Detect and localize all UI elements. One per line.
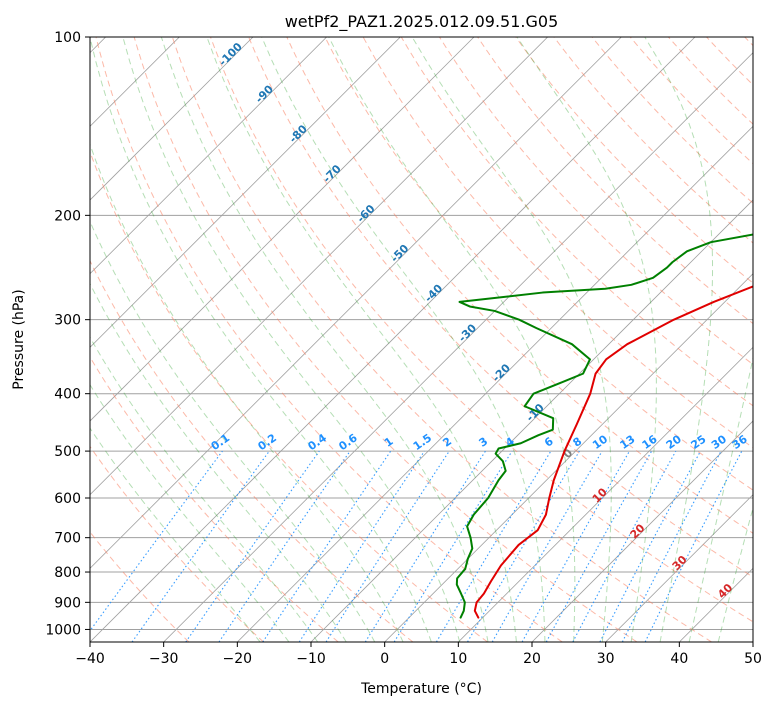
axis-ticks: −40 −30 −20 −10 0 10 20 30 40 50 100 200 300 400 500 60… xyxy=(45,30,762,667)
mixing-ratio-line xyxy=(545,450,653,642)
isotherm-line xyxy=(90,37,401,348)
y-tick-label: 1000 xyxy=(45,622,81,638)
x-tick-label: −10 xyxy=(296,651,326,667)
plot-area: 0.1 0.2 0.4 0.6 1 1.5 2 3 4 6 8 10 13 16 20 25 30 36-100-… xyxy=(90,37,753,642)
chart-title: wetPf2_PAZ1.2025.012.09.51.G05 xyxy=(285,12,559,32)
x-tick-label: 40 xyxy=(670,651,688,667)
isotherm-line xyxy=(163,52,753,642)
y-tick-label: 100 xyxy=(54,30,81,46)
moist-adiabat-line xyxy=(90,383,290,642)
moist-adiabat-line xyxy=(122,37,461,642)
dry-adiabat-line xyxy=(90,356,339,642)
y-tick-label: 800 xyxy=(54,565,81,581)
moist-adiabat-line xyxy=(717,506,753,642)
dry-adiabat-line xyxy=(210,37,753,623)
isotherm-line xyxy=(531,420,753,642)
dewpoint-profile-line xyxy=(455,233,753,619)
moist-adiabat-line xyxy=(90,336,319,642)
dry-adiabat-line xyxy=(95,37,563,642)
moist-adiabat-line xyxy=(90,282,347,642)
isotherm-line xyxy=(90,37,622,569)
dry-adiabat-line xyxy=(133,37,638,642)
x-tick-label: 50 xyxy=(744,651,762,667)
x-tick-label: −30 xyxy=(149,651,179,667)
y-tick-label: 200 xyxy=(54,208,81,224)
y-tick-label: 700 xyxy=(54,531,81,547)
moist-adiabat-line xyxy=(90,37,432,642)
x-axis-label: Temperature (°C) xyxy=(360,681,482,697)
moist-adiabat-line xyxy=(411,37,612,642)
mixing-ratio-line xyxy=(521,450,630,642)
x-tick-label: −20 xyxy=(223,651,253,667)
y-tick-label: 900 xyxy=(54,595,81,611)
moist-adiabat-line xyxy=(90,427,261,642)
mixing-ratio-line xyxy=(131,450,270,642)
mixing-ratio-line xyxy=(298,450,425,642)
temperature-profile-line xyxy=(473,285,753,619)
x-tick-label: 10 xyxy=(449,651,467,667)
moist-adiabat-line xyxy=(688,355,753,642)
mixing-ratio-line xyxy=(644,450,743,642)
plot-frame xyxy=(89,36,754,643)
y-tick-label: 600 xyxy=(54,491,81,507)
dry-adiabat-line xyxy=(324,37,753,491)
moist-adiabat-line xyxy=(90,142,404,642)
dry-adiabat-line xyxy=(90,259,414,642)
mixing-ratio-line xyxy=(572,450,677,642)
isotherm-line xyxy=(458,346,753,642)
isotherm-line xyxy=(384,273,753,642)
isotherm-line xyxy=(605,494,753,642)
moist-adiabat-line xyxy=(644,37,714,642)
isotherm-line xyxy=(90,37,696,642)
x-tick-label: 0 xyxy=(380,651,389,667)
isotherm-line xyxy=(90,37,475,422)
dry-adiabat-line xyxy=(286,37,753,534)
mixing-ratio-line xyxy=(218,450,351,642)
y-tick-label: 500 xyxy=(54,444,81,460)
mixing-ratio-line xyxy=(90,450,223,632)
moist-adiabat-line xyxy=(328,37,576,642)
isotherm-line xyxy=(90,37,548,496)
moist-adiabat-line xyxy=(261,37,546,642)
moist-adiabat-line xyxy=(90,220,376,642)
mixing-ratio-line xyxy=(393,450,513,642)
mixing-ratio-line xyxy=(325,450,450,642)
isotherm-line xyxy=(90,37,254,201)
moist-adiabat-line xyxy=(516,37,657,642)
x-tick-label: 30 xyxy=(597,651,615,667)
moist-adiabat-line xyxy=(206,37,517,642)
dry-adiabat-line xyxy=(248,37,753,578)
isotherm-line xyxy=(237,125,753,642)
dry-adiabat-line xyxy=(171,37,712,642)
mixing-ratio-line xyxy=(262,450,392,642)
y-axis-label: Pressure (hPa) xyxy=(11,289,27,389)
y-tick-label: 300 xyxy=(54,313,81,329)
x-tick-label: −40 xyxy=(75,651,105,667)
y-tick-label: 400 xyxy=(54,387,81,403)
dry-adiabat-line xyxy=(515,37,753,284)
mixing-ratio-line xyxy=(185,450,320,642)
dry-adiabat-line xyxy=(90,445,264,642)
isotherm-line xyxy=(90,37,327,275)
x-tick-label: 20 xyxy=(523,651,541,667)
